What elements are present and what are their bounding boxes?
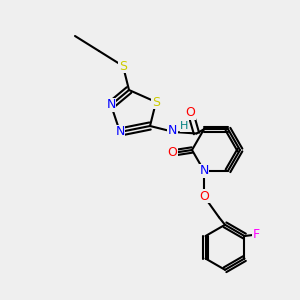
Text: O: O (168, 146, 177, 160)
Text: H: H (180, 121, 189, 131)
Text: F: F (253, 228, 260, 241)
Text: N: N (168, 124, 177, 137)
Text: N: N (106, 98, 116, 112)
Text: N: N (199, 164, 209, 177)
Text: S: S (119, 59, 127, 73)
Text: O: O (199, 190, 209, 203)
Text: O: O (186, 106, 195, 119)
Text: N: N (115, 125, 125, 139)
Text: S: S (152, 95, 160, 109)
